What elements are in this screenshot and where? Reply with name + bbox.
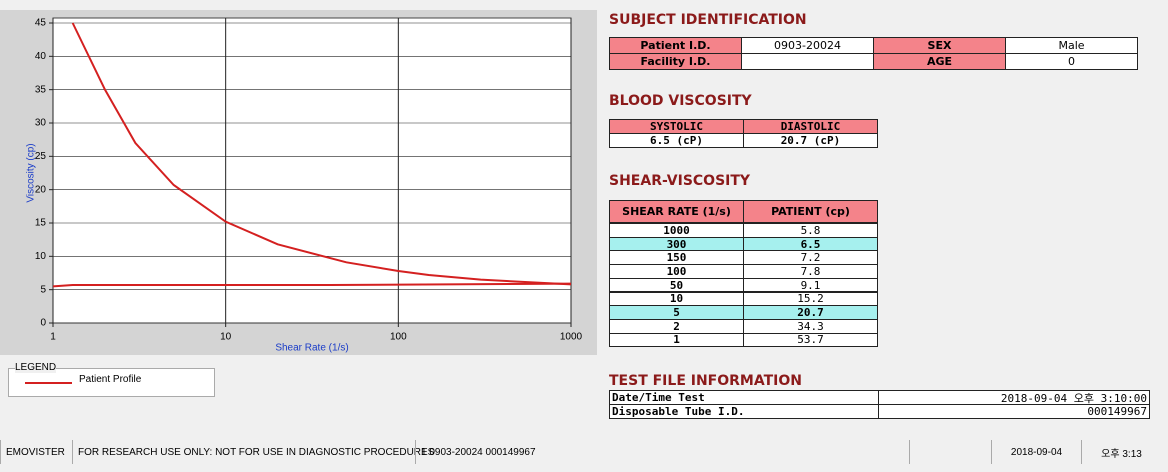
status-cell bbox=[909, 440, 920, 464]
y-tick-label: 5 bbox=[40, 284, 46, 295]
y-tick-label: 10 bbox=[35, 251, 47, 262]
cell-value: 1 bbox=[609, 332, 744, 348]
status-cell: EMOVISTER bbox=[0, 440, 72, 464]
x-axis-title: Shear Rate (1/s) bbox=[275, 343, 348, 354]
status-cell: 1 0903-20024 000149967 bbox=[415, 440, 909, 464]
cell-value: 15.2 bbox=[743, 291, 878, 307]
column-header: PATIENT (cp) bbox=[743, 200, 878, 223]
x-tick-label: 1 bbox=[50, 332, 56, 343]
status-cell: FOR RESEARCH USE ONLY: NOT FOR USE IN DI… bbox=[72, 440, 434, 464]
x-tick-label: 10 bbox=[220, 332, 232, 343]
x-tick-label: 100 bbox=[390, 332, 407, 343]
cell-value: 7.8 bbox=[743, 264, 878, 279]
y-tick-label: 35 bbox=[35, 84, 47, 95]
cell-value: 5.8 bbox=[743, 223, 878, 238]
column-header: SHEAR RATE (1/s) bbox=[609, 200, 744, 223]
data-line bbox=[71, 22, 572, 286]
y-tick-label: 45 bbox=[35, 18, 47, 29]
section-title: BLOOD VISCOSITY bbox=[609, 93, 752, 109]
field-label: SEX bbox=[873, 37, 1006, 54]
legend: LEGEND Patient Profile bbox=[8, 362, 215, 397]
field-label: AGE bbox=[873, 53, 1006, 70]
cell-value: 300 bbox=[609, 236, 744, 252]
cell-value: 20.7 bbox=[743, 305, 878, 320]
y-tick-label: 40 bbox=[35, 51, 47, 62]
cell-value: 150 bbox=[609, 250, 744, 266]
cell-value: 2 bbox=[609, 318, 744, 334]
status-cell: 오후 3:13 bbox=[1081, 440, 1161, 464]
column-header: DIASTOLIC bbox=[743, 119, 878, 134]
y-tick-label: 20 bbox=[35, 184, 47, 195]
field-value: 0903-20024 bbox=[741, 37, 874, 54]
cell-value: 9.1 bbox=[743, 277, 878, 293]
cell-value: 10 bbox=[609, 291, 744, 307]
y-axis-title: Viscosity (cp) bbox=[26, 143, 37, 202]
x-tick-label: 1000 bbox=[560, 332, 583, 343]
cell-value: 6.5 bbox=[743, 236, 878, 252]
row-value: 2018-09-04 오후 3:10:00 bbox=[878, 390, 1150, 405]
section-title: TEST FILE INFORMATION bbox=[609, 373, 802, 389]
legend-title: LEGEND bbox=[15, 362, 57, 373]
field-value bbox=[741, 53, 874, 70]
cell-value: 50 bbox=[609, 277, 744, 293]
y-tick-label: 15 bbox=[35, 218, 47, 229]
cell-value: 53.7 bbox=[743, 332, 878, 348]
section-title: SUBJECT IDENTIFICATION bbox=[609, 12, 807, 28]
plot-area bbox=[52, 17, 572, 324]
legend-label: Patient Profile bbox=[79, 374, 142, 385]
cell-value: 5 bbox=[609, 305, 744, 320]
field-label: Patient I.D. bbox=[609, 37, 742, 54]
cell-value: 6.5 (cP) bbox=[609, 133, 744, 148]
row-value: 000149967 bbox=[878, 404, 1150, 419]
y-tick-label: 25 bbox=[35, 151, 47, 162]
y-tick-label: 0 bbox=[40, 318, 46, 329]
field-value: Male bbox=[1005, 37, 1138, 54]
y-tick-label: 30 bbox=[35, 118, 47, 129]
field-value: 0 bbox=[1005, 53, 1138, 70]
row-label: Disposable Tube I.D. bbox=[609, 404, 879, 419]
data-line bbox=[52, 282, 572, 288]
field-label: Facility I.D. bbox=[609, 53, 742, 70]
cell-value: 7.2 bbox=[743, 250, 878, 266]
row-label: Date/Time Test bbox=[609, 390, 879, 405]
cell-value: 20.7 (cP) bbox=[743, 133, 878, 148]
column-header: SYSTOLIC bbox=[609, 119, 744, 134]
section-title: SHEAR-VISCOSITY bbox=[609, 173, 751, 189]
cell-value: 100 bbox=[609, 264, 744, 279]
legend-swatch bbox=[25, 382, 72, 384]
chart: 0 5 10 15 20 25 30 35 40 45 1 10 100 1000 Shear Rate (… bbox=[0, 10, 597, 355]
status-cell: 2018-09-04 bbox=[991, 440, 1081, 464]
cell-value: 1000 bbox=[609, 223, 744, 238]
cell-value: 34.3 bbox=[743, 318, 878, 334]
